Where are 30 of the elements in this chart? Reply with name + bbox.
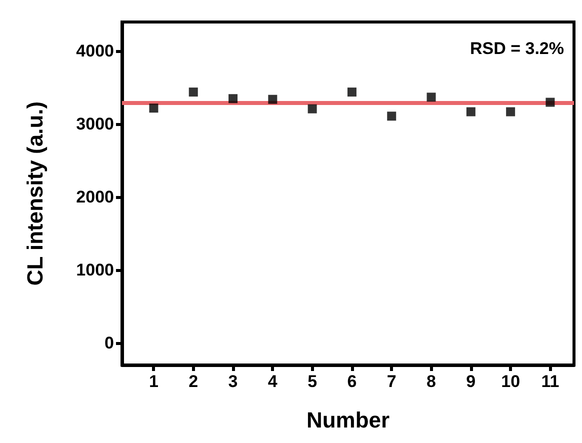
point (506, 107, 516, 116)
point (188, 88, 198, 97)
point (308, 104, 317, 114)
x-tick-label: 4 (268, 372, 278, 391)
x-tick-label: 7 (386, 372, 396, 391)
x-tick-label: 6 (347, 372, 357, 391)
y-tick-label: 3000 (76, 114, 114, 134)
point (268, 94, 278, 104)
point (466, 107, 476, 116)
y-tick-label: 4000 (76, 42, 114, 61)
y-tick-label: 1000 (76, 260, 114, 280)
point (426, 92, 436, 102)
x-tick-label: 2 (188, 372, 198, 391)
x-tick-label: 9 (466, 372, 476, 391)
x-tick-label: 8 (426, 372, 436, 391)
point (347, 88, 356, 97)
x-tick-label: 11 (541, 372, 560, 391)
y-tick-label: 2000 (76, 188, 114, 207)
x-tick-label: 1 (148, 372, 158, 391)
x-tick-label: 10 (501, 372, 520, 391)
x-tick-label: 3 (228, 372, 238, 391)
y-tick-label: 0 (104, 334, 114, 353)
point (546, 98, 555, 107)
y-axis-title: CL intensity (a.u.) (22, 101, 48, 286)
point (149, 104, 158, 113)
point (387, 112, 396, 121)
point (228, 94, 238, 104)
x-axis-title: Number (306, 408, 390, 432)
annotation: RSD = 3.2% (470, 39, 564, 58)
x-tick-label: 5 (308, 372, 318, 391)
